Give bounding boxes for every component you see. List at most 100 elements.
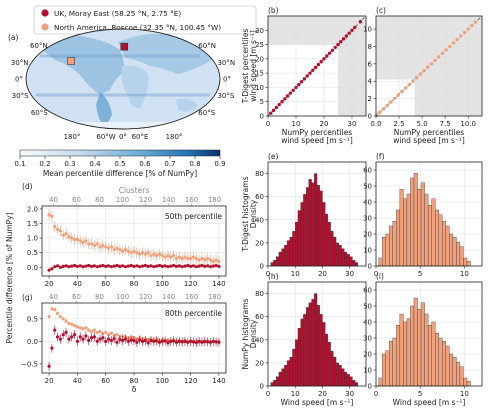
data-point <box>206 264 210 268</box>
data-point <box>157 263 162 268</box>
histogram-bar <box>396 209 401 267</box>
data-point <box>143 338 147 343</box>
x-axis-label: NumPy percentiles <box>282 128 353 137</box>
data-point <box>92 328 96 332</box>
data-point <box>308 71 312 75</box>
data-point <box>214 258 218 262</box>
data-point <box>174 264 179 268</box>
data-point <box>132 264 136 268</box>
histogram-bar <box>327 341 331 387</box>
data-point <box>149 338 153 343</box>
x-axis-label: δ <box>132 385 137 394</box>
data-point <box>200 256 204 261</box>
chart-h: 0 10 20 30 0 20 40 60 80 Wind speed [m s⁻¹] NumPy … <box>241 281 367 407</box>
data-point <box>67 321 71 325</box>
histogram-bar <box>316 304 320 387</box>
y-axis-label: Density <box>249 199 258 228</box>
histogram-bar <box>314 173 318 267</box>
histogram-bar <box>403 321 408 387</box>
x-tick-label: 10 <box>291 270 300 278</box>
data-point <box>451 41 456 45</box>
data-point <box>70 335 74 339</box>
y-tick-label: 20 <box>363 351 372 359</box>
data-point <box>177 339 181 343</box>
histogram-bar <box>449 353 454 387</box>
data-point <box>311 68 315 72</box>
data-point <box>95 330 99 334</box>
histogram-bar <box>284 245 288 267</box>
data-point <box>47 268 51 272</box>
legend-marker-uk <box>41 9 49 17</box>
data-point <box>146 341 150 345</box>
histogram-bar <box>330 231 334 267</box>
data-point <box>208 258 213 262</box>
histogram-bar <box>352 260 356 267</box>
data-point <box>61 233 65 237</box>
data-point <box>180 256 184 261</box>
data-point <box>129 251 133 255</box>
y-tick-label: 0.5 <box>27 315 38 323</box>
map-lat-label-left: 30°S <box>12 92 29 100</box>
top-tick-label: 120 <box>139 293 152 301</box>
colorbar-tick-label: 0.6 <box>139 160 151 168</box>
y-tick-label: 0 <box>260 113 264 121</box>
histogram-bar <box>338 365 342 387</box>
histogram-bar <box>354 262 359 267</box>
map-landmass-africa <box>121 65 149 109</box>
data-point <box>95 242 99 246</box>
histogram-bar <box>382 353 386 387</box>
y-tick-label: −0.5 <box>21 360 38 368</box>
histogram-bar <box>303 314 307 387</box>
y-tick-label: 80 <box>255 290 264 298</box>
histogram-bar <box>438 337 443 387</box>
data-point <box>78 239 82 243</box>
colorbar-tick-label: 0.2 <box>39 160 50 168</box>
data-point <box>183 339 187 343</box>
data-point <box>84 264 88 268</box>
data-point <box>47 364 51 368</box>
data-point <box>98 245 102 249</box>
x-tick-label: 100 <box>156 280 169 288</box>
y-axis-label: T-Digest percentiles <box>241 29 250 105</box>
colorbar-tick-label: 0.3 <box>64 160 75 168</box>
top-axis-label: Clusters <box>119 186 150 195</box>
x-tick-label: 30 <box>345 270 354 278</box>
map-lat-label-right: 60°S <box>198 109 215 117</box>
y-tick-label: 1.0 <box>27 235 38 243</box>
data-point <box>58 314 63 319</box>
x-tick-label: 20 <box>45 377 54 385</box>
data-point <box>172 263 176 268</box>
axes-frame <box>375 281 483 387</box>
data-point <box>132 338 136 343</box>
data-point <box>104 245 108 249</box>
data-point <box>160 253 164 258</box>
data-point <box>197 258 201 262</box>
data-point <box>81 337 85 341</box>
data-point <box>112 337 116 341</box>
panel-letter-a: (a) <box>8 33 19 42</box>
histogram-bar <box>322 322 326 387</box>
map-landmass-australia <box>176 98 198 112</box>
top-tick-label: 40 <box>49 196 58 204</box>
data-point <box>197 264 201 268</box>
data-point <box>160 339 164 343</box>
histogram-bar <box>338 245 342 267</box>
x-tick-label: 0 <box>374 390 378 398</box>
legend-label-uk: UK, Moray East (58.25 °N, 2.75 °E) <box>54 9 181 18</box>
data-point <box>75 325 79 329</box>
data-point <box>64 319 68 323</box>
data-point <box>283 97 287 101</box>
histogram-bar <box>270 262 274 267</box>
y-tick-label: 30 <box>363 215 372 223</box>
data-point <box>177 264 181 268</box>
data-point <box>448 44 452 49</box>
y-tick-label: 20 <box>255 55 264 63</box>
histogram-bar <box>389 225 393 267</box>
data-point <box>152 339 156 343</box>
annotation: 50th percentile <box>165 212 223 221</box>
data-point <box>87 263 91 268</box>
y-tick-label: 60 <box>363 167 372 175</box>
data-point <box>143 252 147 256</box>
